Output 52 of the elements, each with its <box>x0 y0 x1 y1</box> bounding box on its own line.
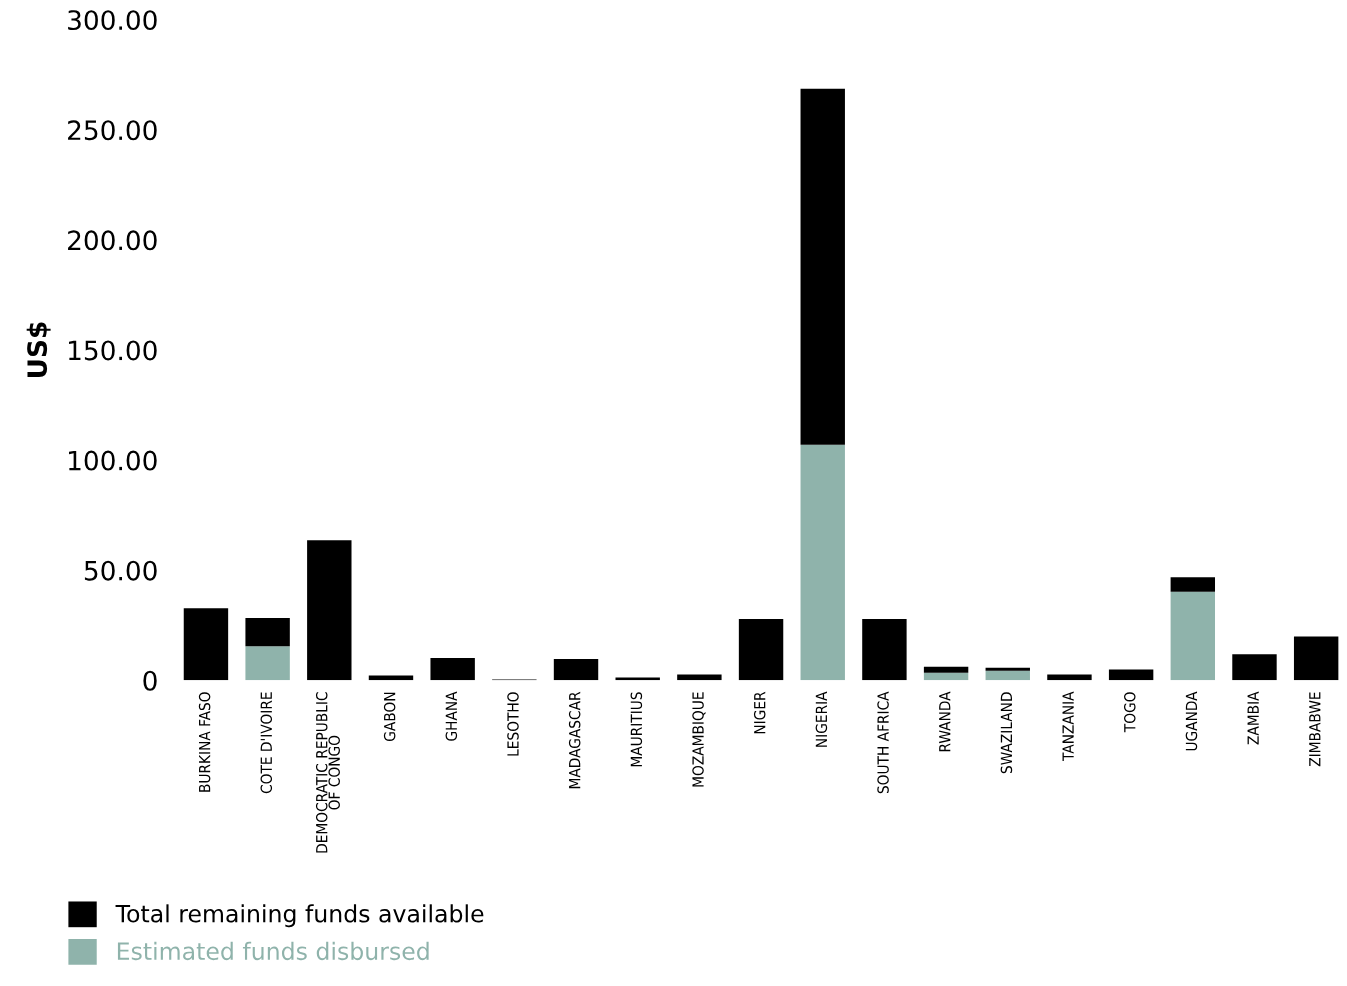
bar <box>985 667 1030 671</box>
y-tick-label: 300.00 <box>68 10 157 31</box>
x-tick-label: SOUTH AFRICA <box>877 691 889 794</box>
bar <box>677 674 722 681</box>
bar <box>1232 654 1277 681</box>
y-tick-label: 200.00 <box>68 230 157 251</box>
x-tick-label: TOGO <box>1124 692 1136 733</box>
x-tick-label: RWANDA <box>939 691 951 752</box>
y-axis-title: US$ <box>26 322 51 377</box>
bar <box>1293 636 1339 681</box>
bar <box>1047 674 1092 681</box>
legend-label: Total remaining funds available <box>115 904 484 928</box>
bar <box>923 672 969 681</box>
bar <box>985 670 1030 681</box>
x-tick-label: MOZAMBIQUE <box>692 692 706 787</box>
x-tick-label: LESOTHO <box>507 692 519 756</box>
bar <box>1170 591 1216 681</box>
legend-label: Estimated funds disbursed <box>117 941 429 961</box>
bar <box>307 540 352 681</box>
x-tick-label: NIGERIA <box>815 691 828 747</box>
bar <box>800 444 845 681</box>
x-tick-label: GABON <box>383 692 396 741</box>
bar <box>1108 669 1154 681</box>
x-tick-label: COTE D'IVOIRE <box>260 692 273 794</box>
x-tick-label: SWAZILAND <box>1000 692 1013 774</box>
x-tick-label: DEMOCRATIC REPUBLIC OF CONGO <box>315 692 340 853</box>
x-tick-label: ZIMBABWE <box>1309 692 1321 767</box>
bar <box>1170 577 1216 592</box>
bar <box>800 88 845 445</box>
bar <box>183 608 229 681</box>
x-tick-label: GHANA <box>445 691 458 741</box>
bar <box>738 619 784 681</box>
bar <box>615 677 660 681</box>
y-tick-label: 100.00 <box>69 450 157 471</box>
y-tick-label: 250.00 <box>68 120 157 141</box>
y-tick-label: 0 <box>143 670 157 691</box>
x-tick-label: UGANDA <box>1185 691 1198 751</box>
y-tick-label: 150.00 <box>69 340 157 361</box>
x-tick-label: BURKINA FASO <box>198 692 211 792</box>
x-tick-label: MADAGASCAR <box>568 691 581 789</box>
bar <box>430 657 475 681</box>
bar <box>245 646 290 681</box>
x-tick-label: NIGER <box>753 691 766 734</box>
x-tick-label: ZAMBIA <box>1247 691 1259 745</box>
bar <box>368 675 414 681</box>
bar <box>923 666 969 673</box>
bar <box>245 618 290 647</box>
bar <box>862 619 907 681</box>
y-tick-label: 50.00 <box>84 560 157 581</box>
bar <box>553 658 599 681</box>
x-tick-label: TANZANIA <box>1062 691 1074 761</box>
x-tick-label: MAURITIUS <box>630 692 643 767</box>
